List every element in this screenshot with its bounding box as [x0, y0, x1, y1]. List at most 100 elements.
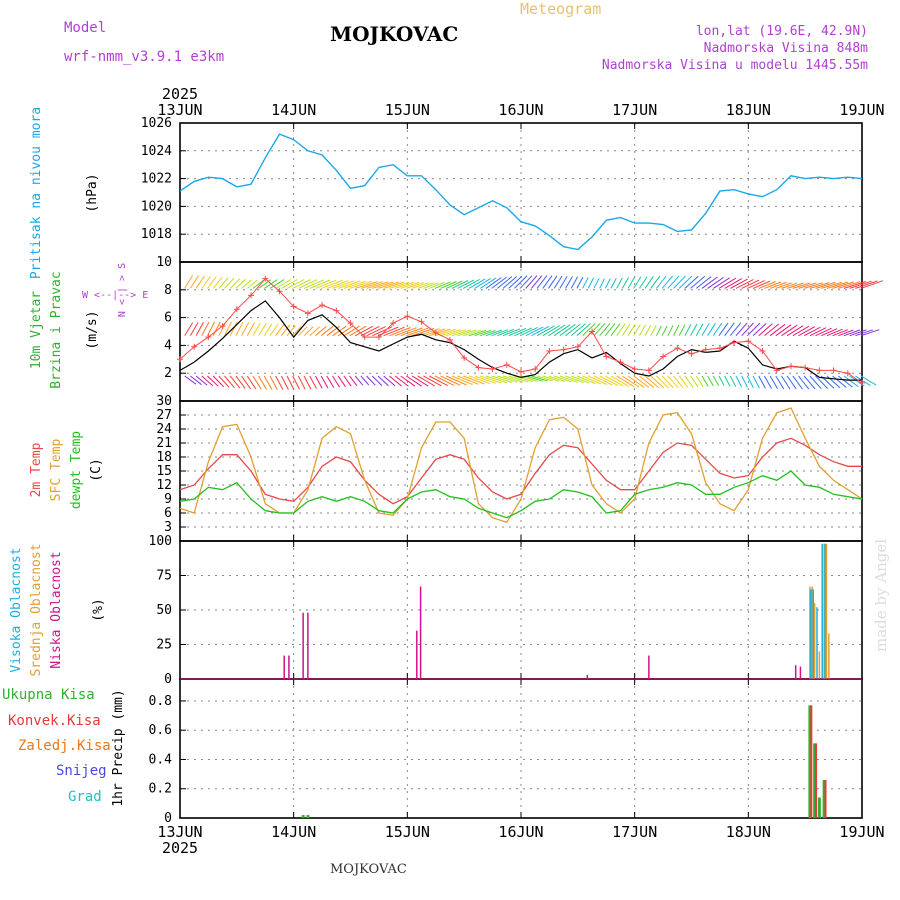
wind-barb [224, 321, 232, 336]
wind-barb [252, 375, 262, 390]
wind-barb [207, 276, 217, 289]
wind-barb [411, 375, 429, 387]
pressure-unit: (hPa) [85, 173, 100, 212]
x-day-label-bottom: 13JUN [157, 823, 202, 841]
wind-barb [536, 325, 555, 337]
wind-barb [690, 276, 706, 289]
wind-gust-marker [276, 288, 283, 295]
wind-barb [741, 279, 760, 289]
wind-barb [229, 278, 241, 289]
wind-barb [644, 324, 652, 336]
wind-barb [786, 325, 804, 337]
wind-barb [292, 325, 302, 337]
wind-barb [746, 375, 754, 389]
wind-barb [673, 375, 684, 389]
wind-barb [718, 277, 737, 289]
wind-barb [360, 375, 370, 386]
ytick-label-temperature: 9 [164, 492, 172, 507]
wind-barb [730, 278, 748, 289]
ytick-label-pressure: 1022 [141, 172, 172, 187]
wind-barb [673, 324, 680, 336]
wind-barb [468, 278, 486, 289]
wind-barb [281, 279, 298, 289]
wind-barb [491, 375, 513, 383]
wind-barb [644, 276, 654, 289]
wind-barb [798, 326, 816, 337]
wind-barb [201, 276, 211, 289]
wind-barb [792, 375, 803, 390]
wind-barb [394, 327, 417, 337]
wind-barb [821, 281, 842, 289]
wind-gust-marker [532, 366, 539, 373]
credit-watermark: made by Angel [872, 538, 890, 652]
wind-barb [502, 276, 518, 289]
wind-barb [355, 325, 374, 337]
ytick-label-temperature: 6 [164, 506, 172, 521]
wind-barb [548, 275, 558, 289]
wind-barb [838, 375, 853, 388]
wind-barb [309, 326, 321, 337]
wind-barb [621, 277, 629, 289]
wind-barb [588, 375, 608, 385]
precip-legend-item: Snijeg [56, 763, 107, 779]
wind-gust-marker [361, 334, 368, 341]
wind-barb [474, 375, 496, 384]
wind-barb [366, 326, 386, 337]
wind-barb [343, 375, 352, 387]
wind-barb [320, 279, 343, 289]
footer-station: MOJKOVAC [330, 862, 407, 877]
wind-barb [832, 375, 847, 388]
wind-barb [315, 279, 337, 289]
wind-barb [747, 322, 761, 337]
wind-barb [695, 276, 712, 289]
wind-barb [497, 375, 518, 383]
wind-barb [303, 375, 312, 390]
wind-barb [633, 276, 642, 289]
wind-barb [587, 277, 595, 289]
wind-barb [821, 328, 838, 337]
wind-barb [838, 329, 854, 337]
ytick-label-pressure: 1024 [141, 144, 172, 159]
wind-barb [764, 323, 780, 337]
cloud-unit: (%) [91, 598, 106, 621]
wind-barb [661, 375, 674, 389]
wind-barb [514, 327, 533, 337]
wind-barb [280, 324, 290, 336]
wind-barb [690, 375, 699, 388]
wind-barb [593, 278, 600, 289]
wind-barb [303, 279, 324, 289]
wind-barb [639, 375, 655, 389]
wind-barb [235, 322, 244, 336]
wind-gust-marker [219, 322, 226, 329]
wind-barb [713, 277, 730, 289]
wind-barb [565, 375, 584, 384]
wind-gust-marker [262, 275, 269, 282]
wind-barb [735, 375, 743, 388]
wind-barb [621, 323, 631, 336]
precip-bar-conv [815, 743, 818, 818]
wind-barb [712, 375, 720, 386]
wind-barb [508, 275, 523, 289]
wind-barb [559, 375, 578, 383]
wind-barb [377, 281, 399, 289]
wind-gust-marker [802, 364, 809, 371]
wind-barb [263, 323, 273, 336]
temp-line-2m [179, 437, 862, 505]
wind-barb [855, 329, 874, 337]
wind-gust-marker [191, 343, 198, 350]
wind-barb [576, 323, 591, 337]
wind-barb [860, 280, 884, 289]
wind-barb [207, 321, 216, 336]
chart-title: MOJKOVAC [330, 22, 459, 46]
wind-barb [423, 282, 439, 289]
wind-barb [741, 375, 748, 388]
wind-barb [531, 325, 550, 337]
temp-ylabel-2m: 2m Temp [29, 442, 44, 497]
wind-barb [360, 325, 380, 337]
wind-barb [815, 327, 832, 337]
wind-barb [826, 328, 843, 337]
wind-barb [565, 276, 573, 289]
wind-gust-marker [446, 336, 453, 343]
wind-barb [599, 375, 619, 386]
wind-barb [224, 277, 235, 289]
